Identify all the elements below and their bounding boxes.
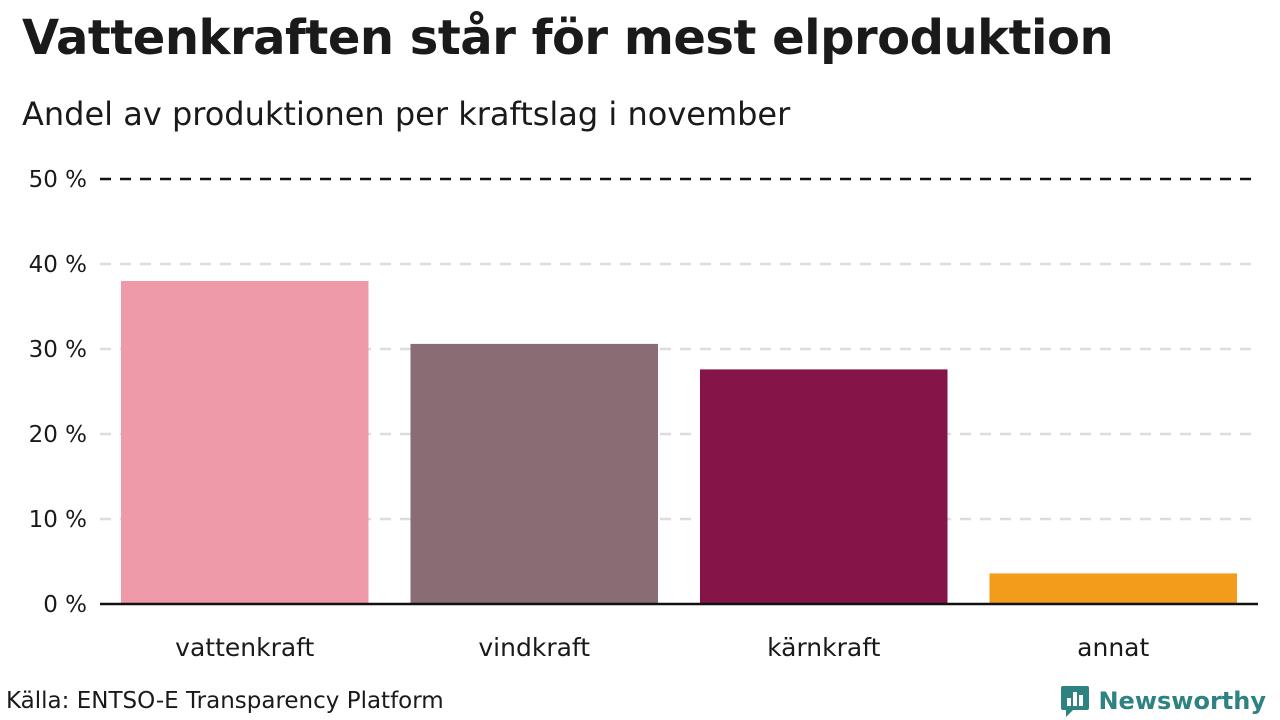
- y-tick-label: 50 %: [29, 167, 87, 193]
- bar-kärnkraft: [699, 369, 948, 604]
- gridlines: [100, 177, 1258, 521]
- bar-vattenkraft: [120, 281, 369, 604]
- bar-annat: [989, 573, 1238, 604]
- chart-subtitle: Andel av produktionen per kraftslag i no…: [22, 95, 791, 133]
- y-tick-label: 30 %: [29, 337, 87, 363]
- source-note: Källa: ENTSO-E Transparency Platform: [6, 688, 444, 714]
- x-axis-labels: vattenkraft vindkraft kärnkraft annat: [175, 633, 1149, 662]
- brand-logo: Newsworthy: [1060, 684, 1266, 718]
- x-tick-label-vindkraft: vindkraft: [478, 633, 590, 662]
- chart-title: Vattenkraften står för mest elproduktion: [22, 10, 1114, 66]
- y-tick-label: 10 %: [29, 507, 87, 533]
- bars: [120, 281, 1238, 604]
- x-tick-label-kärnkraft: kärnkraft: [767, 633, 880, 662]
- y-tick-label: 40 %: [29, 252, 87, 278]
- newsworthy-chart-logo-icon: [1061, 686, 1090, 717]
- x-tick-label-vattenkraft: vattenkraft: [175, 633, 314, 662]
- y-tick-label: 20 %: [29, 422, 87, 448]
- y-axis-ticks: 0 % 10 % 20 % 30 % 40 % 50 %: [29, 167, 87, 618]
- x-tick-label-annat: annat: [1077, 633, 1149, 662]
- brand-name: Newsworthy: [1098, 687, 1266, 715]
- bar-vindkraft: [410, 343, 659, 604]
- y-tick-label: 0 %: [43, 592, 87, 618]
